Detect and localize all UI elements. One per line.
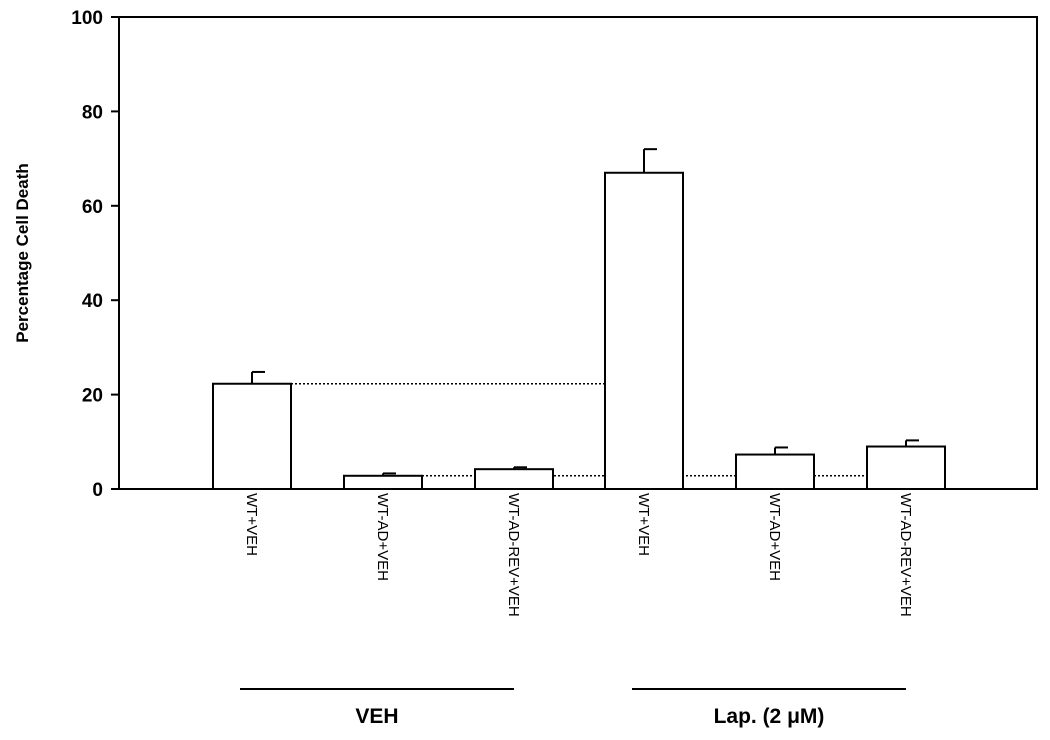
bar-5 <box>735 453 815 491</box>
y-axis-title: Percentage Cell Death <box>13 163 32 343</box>
group-label: VEH <box>355 705 398 728</box>
group-label: Lap. (2 μM) <box>714 705 825 728</box>
group-brackets: VEH Lap. (2 μM) <box>240 688 906 728</box>
y-tick-label: 60 <box>82 197 103 218</box>
bar-2 <box>343 474 423 490</box>
y-tick-label: 80 <box>82 102 103 123</box>
x-category-label: WT+VEH <box>243 493 260 556</box>
y-tick-label: 100 <box>71 8 103 29</box>
x-category-label: WT+VEH <box>635 493 652 556</box>
y-tick-label: 40 <box>82 291 103 312</box>
bar-3 <box>474 468 554 490</box>
bar-4 <box>604 171 684 490</box>
y-tick-label: 20 <box>82 386 103 407</box>
x-axis-category-labels: WT+VEH WT-AD+VEH WT-AD-REV+VEH WT+VEH WT-AD+… <box>243 493 914 617</box>
bar-series <box>212 148 946 491</box>
bar-1 <box>212 382 292 490</box>
bar-6 <box>866 445 946 490</box>
x-category-label: WT-AD+VEH <box>374 493 391 581</box>
y-tick-label: 0 <box>92 480 103 501</box>
x-category-label: WT-AD-REV+VEH <box>505 493 522 617</box>
y-axis: 0 20 40 60 80 100 <box>71 8 119 501</box>
x-category-label: WT-AD+VEH <box>766 493 783 581</box>
x-category-label: WT-AD-REV+VEH <box>897 493 914 617</box>
plot-frame <box>118 16 1038 490</box>
